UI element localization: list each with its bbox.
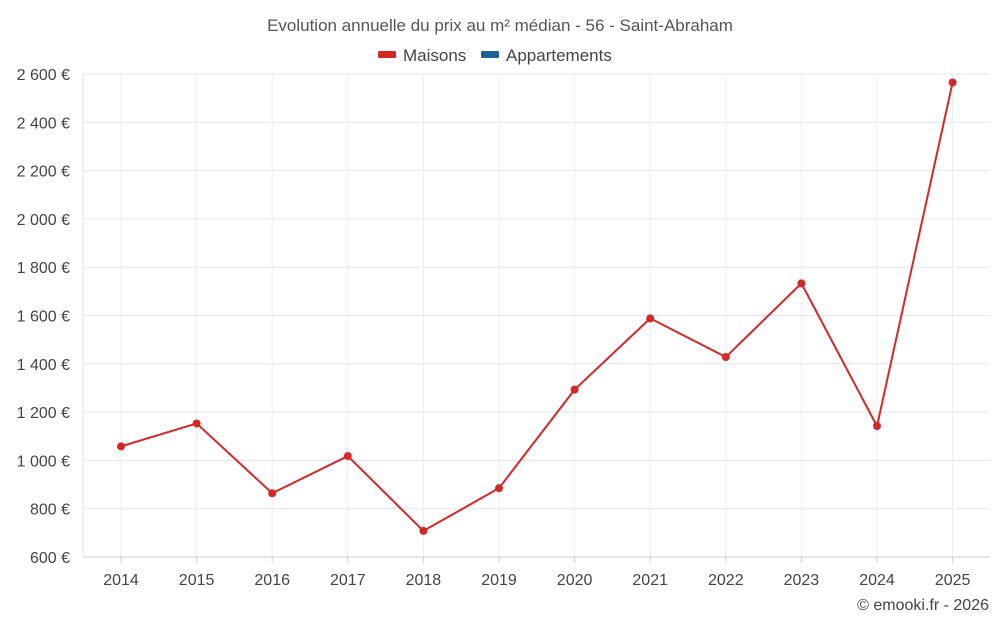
data-point-maisons[interactable] bbox=[873, 422, 881, 431]
legend-swatch-appartements bbox=[481, 51, 499, 58]
y-tick-label: 1 400 € bbox=[17, 357, 70, 374]
x-tick-label: 2017 bbox=[330, 572, 366, 589]
data-point-maisons[interactable] bbox=[192, 419, 201, 428]
legend-item-maisons[interactable]: Maisons bbox=[378, 46, 466, 65]
y-tick-label: 600 € bbox=[30, 550, 70, 567]
x-tick-label: 2016 bbox=[254, 572, 290, 589]
x-tick-label: 2019 bbox=[481, 572, 517, 589]
y-tick-label: 2 400 € bbox=[17, 115, 70, 132]
y-tick-label: 1 800 € bbox=[17, 260, 70, 277]
data-point-maisons[interactable] bbox=[268, 489, 277, 498]
y-tick-label: 1 000 € bbox=[17, 453, 70, 470]
chart-title: Evolution annuelle du prix au m² médian … bbox=[267, 16, 733, 35]
data-point-maisons[interactable] bbox=[797, 279, 806, 288]
x-tick-label: 2014 bbox=[103, 572, 139, 589]
x-tick-label: 2025 bbox=[935, 572, 971, 589]
y-tick-label: 800 € bbox=[30, 502, 70, 519]
data-point-maisons[interactable] bbox=[117, 442, 125, 451]
data-point-maisons[interactable] bbox=[646, 314, 655, 323]
y-tick-label: 1 200 € bbox=[17, 405, 70, 422]
y-tick-label: 2 200 € bbox=[17, 164, 70, 181]
x-tick-label: 2020 bbox=[557, 572, 593, 589]
legend-swatch-maisons bbox=[378, 51, 396, 58]
legend: Maisons Appartements bbox=[378, 46, 612, 65]
data-point-maisons[interactable] bbox=[495, 484, 503, 493]
data-point-maisons[interactable] bbox=[721, 353, 730, 362]
data-point-maisons[interactable] bbox=[948, 78, 957, 87]
x-tick-label: 2021 bbox=[632, 572, 668, 589]
grid bbox=[83, 73, 990, 558]
x-tick-label: 2022 bbox=[708, 572, 744, 589]
credit-text: © emooki.fr - 2026 bbox=[857, 597, 989, 614]
y-tick-label: 1 600 € bbox=[17, 309, 70, 326]
data-point-maisons[interactable] bbox=[343, 452, 352, 461]
x-tick-label: 2015 bbox=[179, 572, 215, 589]
legend-label-maisons: Maisons bbox=[403, 46, 466, 65]
series-maisons bbox=[117, 78, 957, 535]
legend-item-appartements[interactable]: Appartements bbox=[481, 46, 612, 65]
x-tick-label: 2024 bbox=[859, 572, 895, 589]
data-point-maisons[interactable] bbox=[419, 526, 428, 535]
axes: 600 € 800 € 1 000 € 1 200 € 1 400 € 1 600 € 1 … bbox=[17, 67, 990, 589]
x-tick-label: 2018 bbox=[406, 572, 442, 589]
x-tick-label: 2023 bbox=[784, 572, 820, 589]
legend-label-appartements: Appartements bbox=[506, 46, 612, 65]
series-line-maisons bbox=[120, 82, 954, 532]
data-point-maisons[interactable] bbox=[570, 385, 579, 394]
y-tick-label: 2 000 € bbox=[17, 212, 70, 229]
y-tick-label: 2 600 € bbox=[17, 67, 70, 84]
